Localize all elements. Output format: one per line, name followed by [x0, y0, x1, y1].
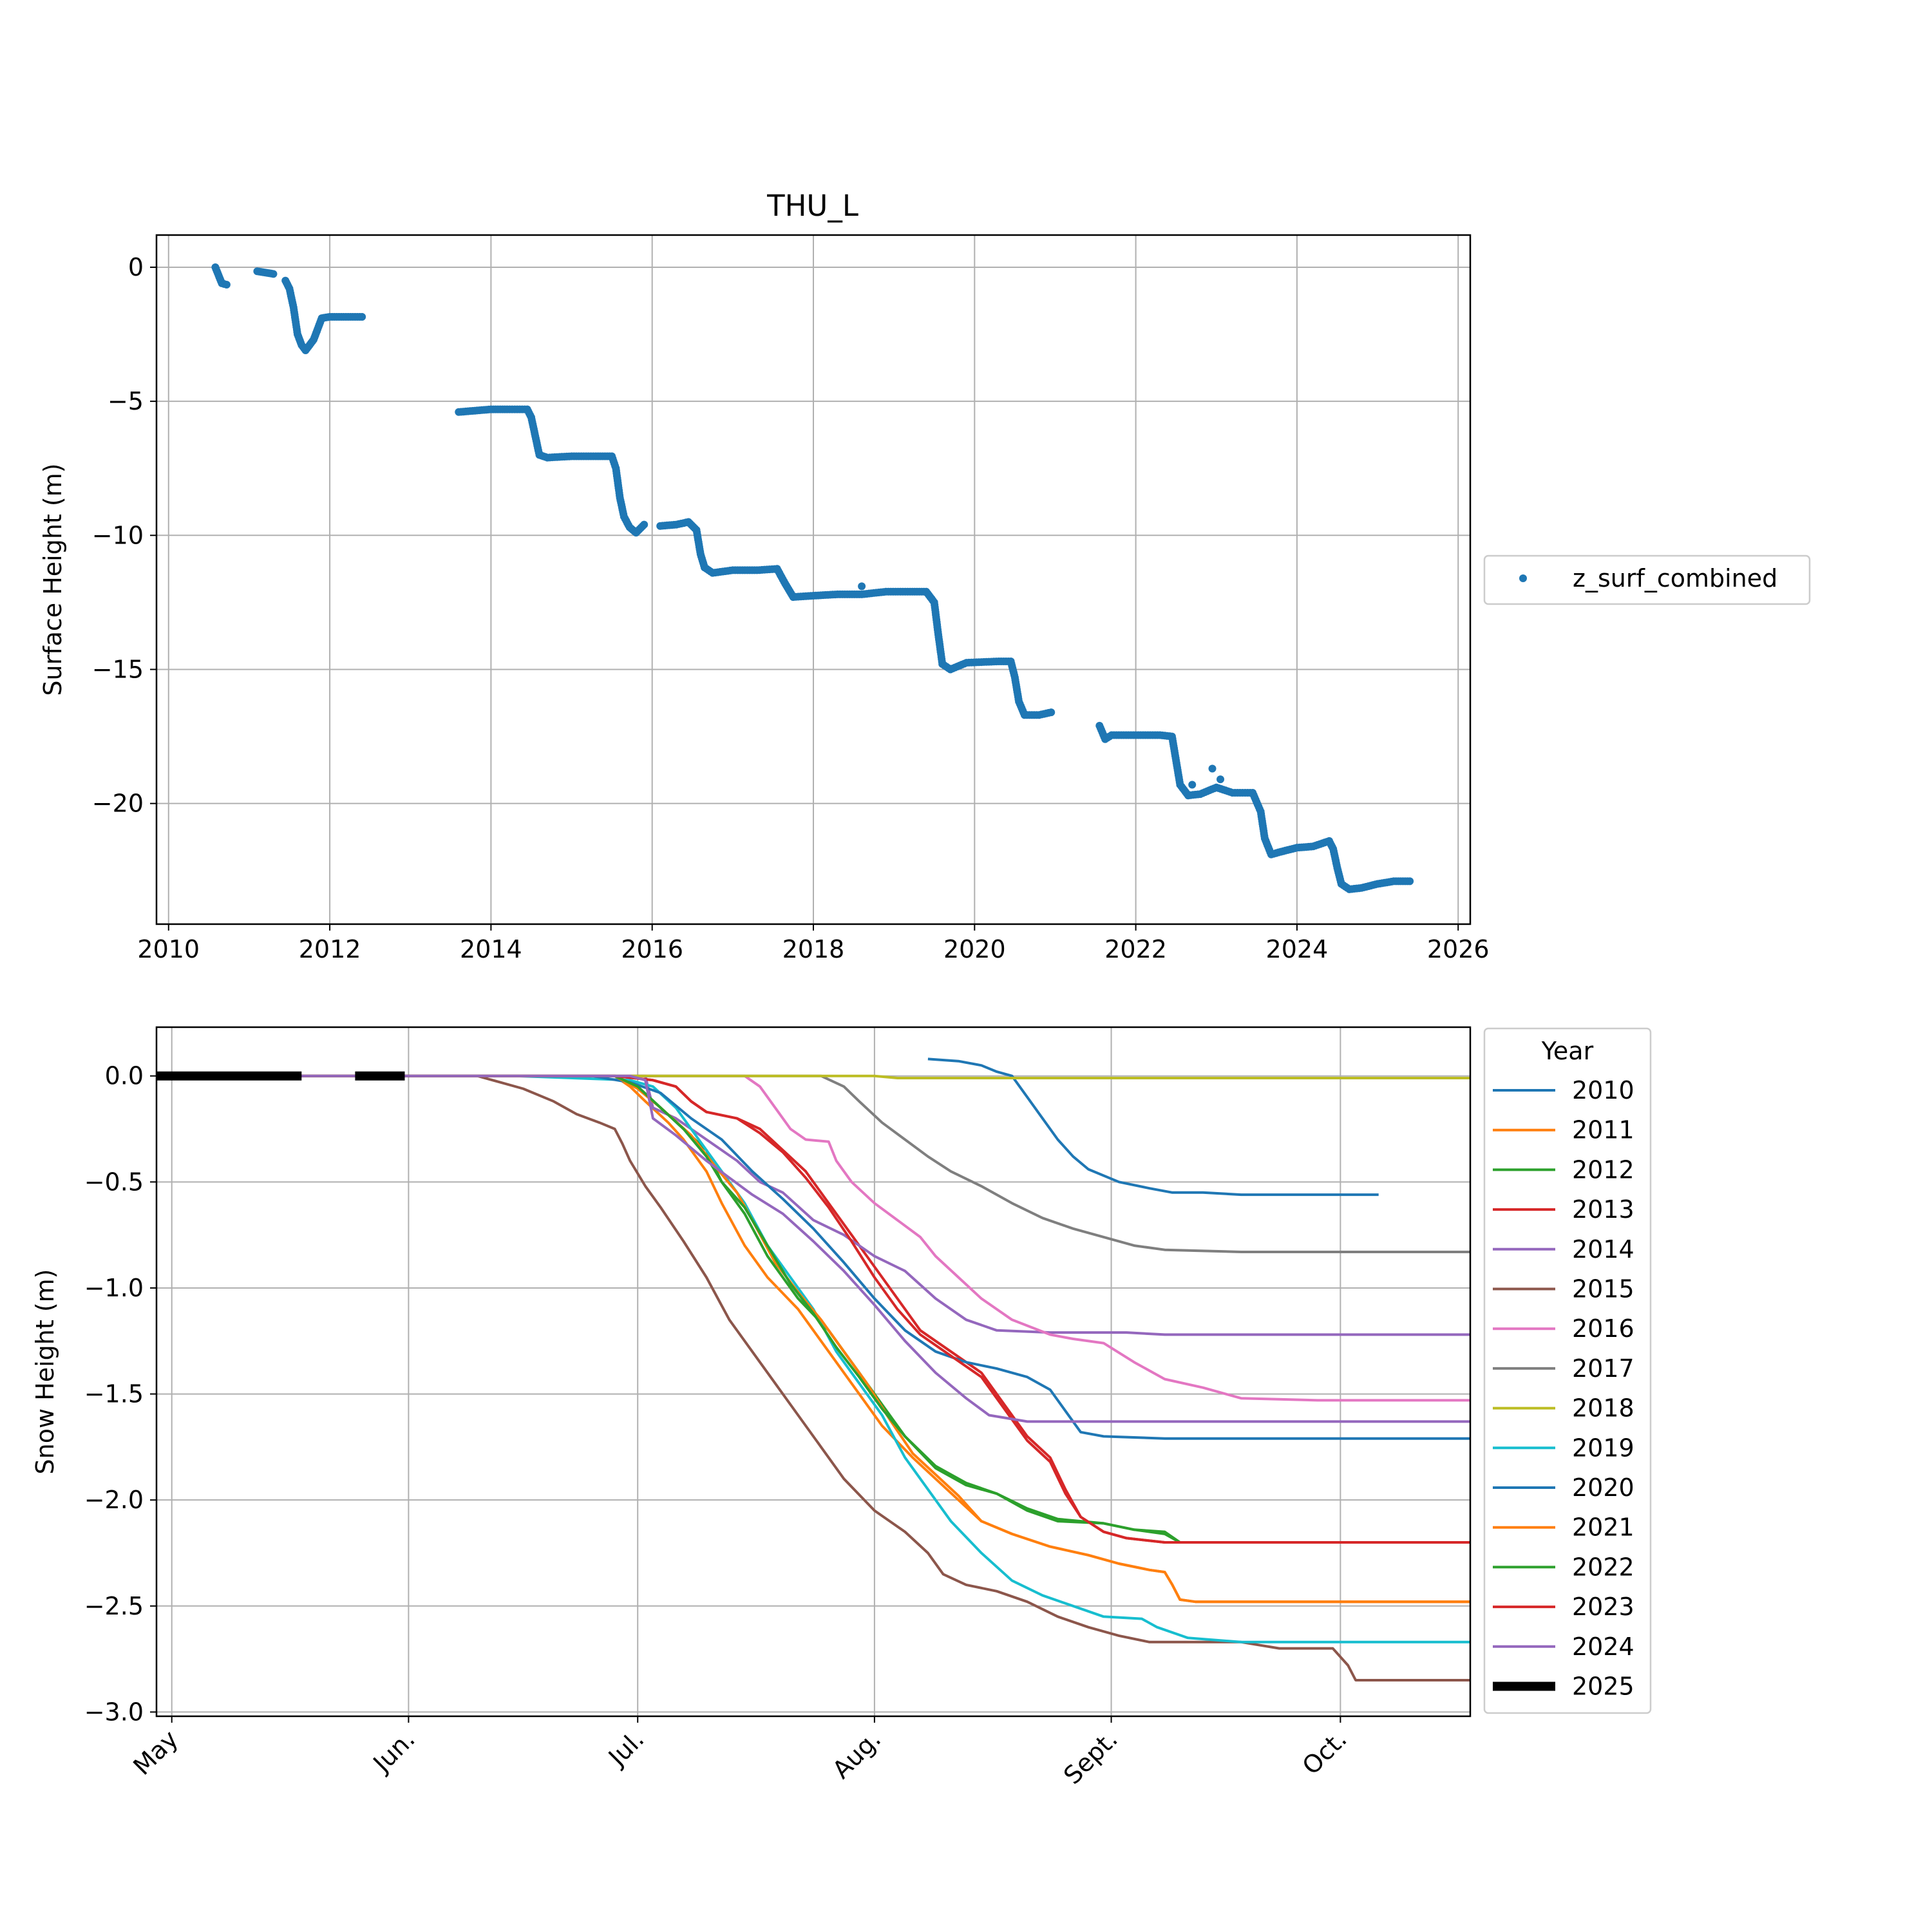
x-tick-label: 2018 [782, 935, 845, 963]
y-tick-label: −20 [92, 790, 144, 818]
legend-label: 2024 [1572, 1633, 1634, 1661]
chart-title: THU_L [766, 189, 858, 223]
legend-label: 2015 [1572, 1275, 1634, 1303]
legend-label: z_surf_combined [1573, 564, 1777, 592]
y-tick-label: −0.5 [84, 1168, 144, 1196]
axis-ticks: 2010 2012 2014 2016 2018 2020 2022 2024 2026 0 −5 −… [92, 253, 1490, 963]
series-line-2014 [171, 1074, 1470, 1336]
legend-label: 2013 [1572, 1195, 1634, 1224]
legend-label: 2017 [1572, 1354, 1634, 1383]
data-lines [156, 1057, 1470, 1681]
y-axis-label: Surface Height (m) [39, 463, 67, 696]
series-line-2019 [171, 1074, 1470, 1643]
x-tick-label: 2010 [137, 935, 200, 963]
y-tick-label: −15 [92, 655, 144, 683]
data-point [1217, 775, 1225, 784]
legend-label: 2025 [1572, 1672, 1634, 1701]
y-tick-label: −2.0 [84, 1486, 144, 1514]
series-line-2022 [171, 1074, 1470, 1544]
y-tick-label: −5 [108, 387, 144, 415]
legend-label: 2021 [1572, 1513, 1634, 1542]
series-group [156, 1057, 1470, 1681]
legend-label: 2011 [1572, 1116, 1634, 1144]
data-point [358, 312, 366, 321]
x-tick-label: 2022 [1104, 935, 1167, 963]
legend-label: 2016 [1572, 1314, 1634, 1343]
legend-frame [1483, 1027, 1652, 1714]
data-point [1188, 781, 1197, 789]
x-tick-label: 2020 [943, 935, 1006, 963]
data-point [1406, 877, 1414, 886]
legend-label: 2019 [1572, 1434, 1634, 1462]
y-tick-label: −1.0 [84, 1274, 144, 1302]
legend-label: 2020 [1572, 1473, 1634, 1502]
series-line-2016 [171, 1074, 1470, 1402]
y-tick-label: 0 [128, 253, 144, 281]
legend-label: 2023 [1572, 1593, 1634, 1621]
data-point [269, 270, 278, 278]
x-tick-label: 2012 [299, 935, 361, 963]
x-tick-label: 2014 [460, 935, 522, 963]
legend-title: Year [1541, 1037, 1594, 1065]
y-tick-label: −1.5 [84, 1380, 144, 1408]
grid-lines [156, 1027, 1470, 1716]
data-point [640, 520, 649, 529]
surface-height-panel: THU_L 2010 2012 2014 2016 2018 2020 2022 2024 20… [39, 189, 1811, 963]
data-point [222, 281, 231, 289]
legend-label: 2018 [1572, 1394, 1634, 1423]
data-point [858, 582, 866, 591]
series-line-2017 [171, 1074, 1470, 1253]
y-tick-label: −3.0 [84, 1698, 144, 1726]
data-points [211, 263, 1414, 893]
series-line-2024 [171, 1074, 1470, 1423]
grid-lines [156, 235, 1470, 924]
y-tick-label: −10 [92, 521, 144, 549]
x-tick-label: 2026 [1427, 935, 1490, 963]
legend-label: 2012 [1572, 1155, 1634, 1184]
legend-label: 2014 [1572, 1235, 1634, 1264]
series-line-2023 [171, 1074, 1470, 1544]
legend-label: 2010 [1572, 1076, 1634, 1104]
data-point [1047, 708, 1056, 717]
legend-marker [1519, 574, 1527, 582]
y-tick-label: −2.5 [84, 1592, 144, 1620]
series-line-2010 [927, 1057, 1379, 1197]
legend-frame [1483, 554, 1811, 605]
data-point [1208, 764, 1217, 773]
legend: z_surf_combined [1483, 554, 1811, 605]
x-tick-label: 2024 [1266, 935, 1329, 963]
legend-label: 2022 [1572, 1553, 1634, 1581]
y-axis-label: Snow Height (m) [31, 1269, 59, 1475]
plot-frame [155, 1026, 1472, 1718]
legend: Year 2010 2011 2012 2013 2014 2015 2016 2017 201… [1483, 1027, 1652, 1714]
x-tick-label: 2016 [621, 935, 683, 963]
y-tick-label: 0.0 [105, 1062, 144, 1090]
